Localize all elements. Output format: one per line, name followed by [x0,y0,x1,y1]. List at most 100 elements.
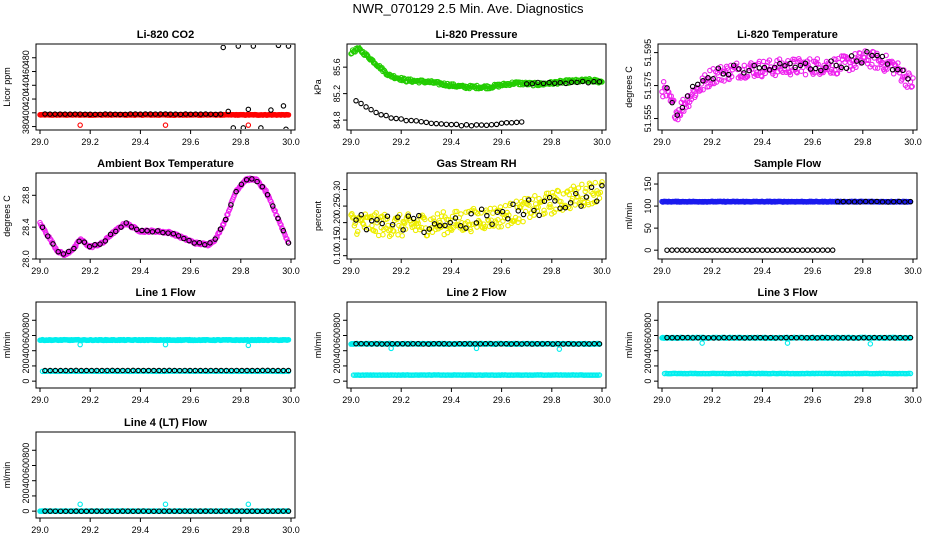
data-point [181,235,187,242]
x-tick-label: 29.6 [182,137,200,147]
outlier-point [245,501,252,508]
outlier-point [220,45,226,51]
data-point [47,367,53,374]
data-point [731,334,738,341]
data-point [145,508,152,514]
data-point [736,66,742,72]
data-point [478,122,485,128]
x-tick-label: 29.4 [443,395,461,405]
y-axis-label: ml/min [2,332,12,359]
data-point [265,508,271,514]
data-point [660,79,667,85]
data-point [736,335,743,341]
data-point [104,508,110,514]
data-point [444,229,451,236]
data-point [161,508,167,514]
data-point [275,508,281,514]
x-tick-label: 30.0 [282,525,300,535]
data-point [270,367,276,374]
data-point [526,202,532,208]
data-point [187,111,194,117]
data-point [402,226,409,232]
data-point [171,508,178,514]
outlier-point [784,340,791,346]
data-point [87,111,93,118]
data-point [202,367,209,374]
data-point [716,335,722,341]
data-point [788,334,795,341]
data-point [182,111,189,117]
data-point [413,118,420,124]
x-tick-label: 29.0 [653,395,671,405]
data-point [536,212,542,219]
data-point [565,341,572,347]
data-point [669,99,675,106]
data-point [515,208,522,214]
data-point [710,76,716,82]
y-tick-label: 200 [332,358,342,373]
data-point [222,216,229,223]
data-point [879,199,886,205]
data-point [824,334,831,341]
data-point [109,367,116,374]
y-tick-label: 0 [643,379,653,384]
data-point [473,220,480,226]
x-tick-label: 29.2 [392,137,410,147]
data-point [744,247,751,253]
x-tick-label: 29.2 [392,395,410,405]
data-point [384,213,391,219]
data-point [874,50,880,57]
data-point [373,109,379,116]
data-point [81,239,88,245]
data-point [692,92,699,98]
data-point [498,341,504,347]
data-point [119,508,126,514]
data-point [594,198,600,204]
data-point [383,112,389,119]
data-point [161,367,167,374]
outlier-point [225,108,232,115]
data-point [233,188,239,195]
data-point [787,71,794,78]
data-point [375,232,382,239]
data-point [773,335,779,341]
data-point [557,205,563,211]
data-point [254,367,261,374]
data-point [555,341,561,347]
data-point [815,61,821,67]
data-point [67,111,73,117]
data-point [233,367,240,374]
data-point [498,120,505,126]
data-point [467,341,473,347]
data-point [374,216,380,223]
data-point [719,247,725,253]
x-tick-label: 29.8 [543,395,561,405]
data-point [669,247,675,253]
data-point [909,83,915,90]
data-point [399,233,405,239]
data-point [510,201,516,208]
data-point [259,508,266,514]
data-point [778,335,784,341]
panel-title: Li-820 Temperature [737,29,838,41]
data-point [368,106,374,113]
data-point [83,367,90,374]
x-tick-label: 29.4 [132,266,150,276]
data-point [853,58,860,64]
data-point [140,508,147,514]
data-point [398,116,404,122]
x-tick-label: 30.0 [904,137,922,147]
data-point [855,335,862,341]
data-point [729,247,736,253]
data-point [132,111,139,117]
data-point [182,367,188,374]
outlier-point [245,106,252,113]
data-point [393,115,399,122]
data-point [197,508,204,514]
data-point [679,104,686,111]
data-point [468,228,474,235]
data-point [217,226,224,232]
data-point [484,212,490,219]
x-tick-label: 29.0 [342,395,360,405]
data-point [416,224,422,230]
